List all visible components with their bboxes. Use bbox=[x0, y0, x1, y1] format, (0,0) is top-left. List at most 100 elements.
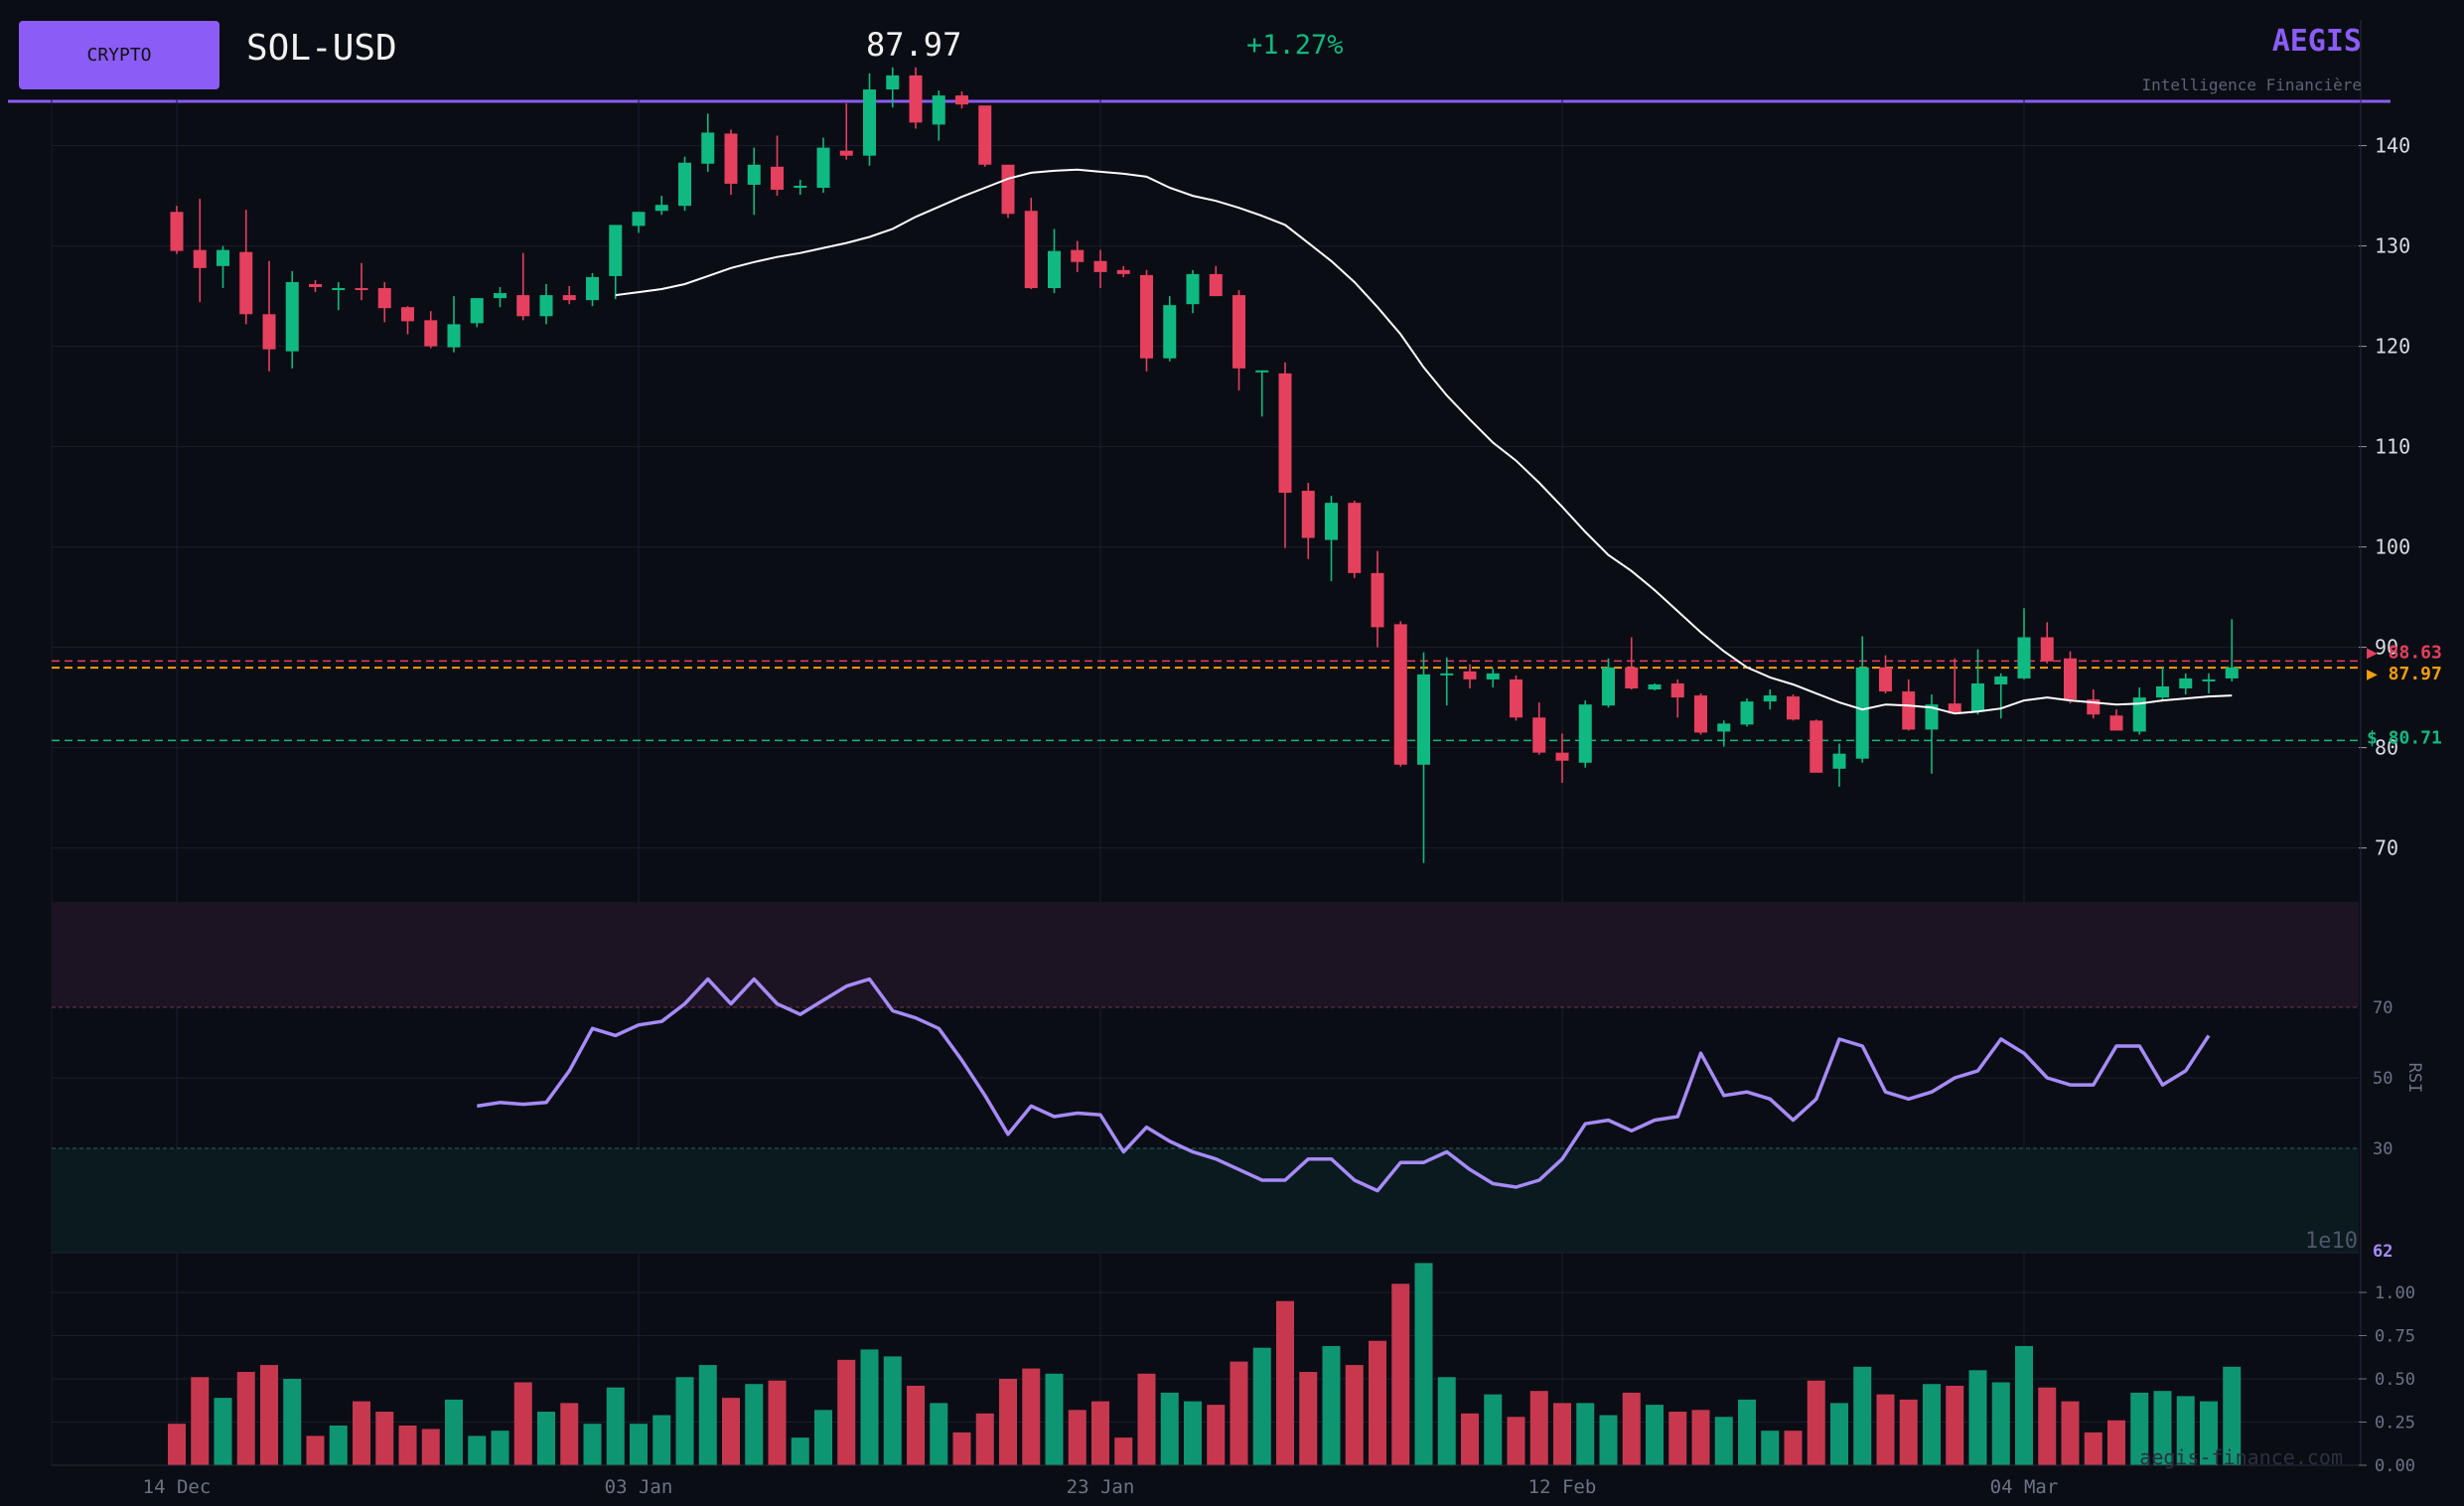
volume-tick-label: 0.50 bbox=[2375, 1370, 2415, 1390]
date-tick-label: 03 Jan bbox=[605, 1476, 673, 1498]
volume-bar bbox=[698, 1365, 717, 1465]
candle-body bbox=[632, 212, 646, 226]
candle-body bbox=[1925, 704, 1939, 730]
candle-body bbox=[816, 147, 830, 189]
volume-bar bbox=[491, 1431, 509, 1465]
volume-bar bbox=[2153, 1391, 2172, 1465]
volume-bar bbox=[2084, 1431, 2102, 1465]
volume-bar bbox=[1369, 1340, 1386, 1465]
volume-bar bbox=[191, 1377, 210, 1465]
candle-body bbox=[239, 251, 253, 315]
price-tick-label: 120 bbox=[2375, 335, 2410, 359]
volume-bar bbox=[1022, 1368, 1041, 1465]
candle-body bbox=[1994, 676, 2008, 684]
volume-bar bbox=[283, 1379, 302, 1465]
volume-bar bbox=[306, 1435, 325, 1465]
candle-body bbox=[1902, 691, 1916, 730]
price-tick-label: 70 bbox=[2375, 836, 2398, 860]
candle-body bbox=[1463, 671, 1477, 679]
last-price-level-label: ▶ 87.97 bbox=[2367, 664, 2442, 684]
volume-bar bbox=[1252, 1347, 1271, 1465]
rsi-axis-label: RSI bbox=[2404, 1063, 2424, 1094]
price-tick-label: 80 bbox=[2375, 736, 2398, 760]
candle-body bbox=[2202, 678, 2216, 681]
price-tick-label: 140 bbox=[2375, 134, 2410, 158]
volume-bar bbox=[1507, 1417, 1525, 1465]
volume-bar bbox=[1761, 1431, 1780, 1465]
volume-bar bbox=[1230, 1361, 1248, 1465]
candle-body bbox=[2017, 637, 2031, 678]
volume-bar bbox=[907, 1385, 925, 1465]
volume-bar bbox=[537, 1412, 555, 1465]
candle-body bbox=[447, 324, 461, 348]
volume-bar bbox=[1738, 1399, 1756, 1465]
volume-bar bbox=[1714, 1417, 1733, 1465]
candle-body bbox=[1602, 667, 1615, 706]
volume-bar bbox=[1923, 1384, 1941, 1465]
volume-tick-label: 0.75 bbox=[2375, 1327, 2415, 1347]
volume-bar bbox=[722, 1398, 740, 1465]
candle-body bbox=[1163, 305, 1177, 359]
candle-body bbox=[1578, 704, 1592, 763]
volume-bar bbox=[1461, 1413, 1479, 1465]
volume-bar bbox=[2200, 1401, 2218, 1465]
candle-body bbox=[932, 95, 945, 125]
candle-body bbox=[332, 288, 346, 291]
candle-body bbox=[1948, 703, 1961, 714]
volume-bar bbox=[1991, 1382, 2010, 1465]
candle-body bbox=[1116, 269, 1130, 274]
candle-body bbox=[863, 89, 876, 156]
candle-body bbox=[1348, 503, 1362, 573]
candle-body bbox=[1417, 674, 1430, 765]
candle-body bbox=[1555, 752, 1569, 761]
date-tick-label: 14 Dec bbox=[143, 1476, 212, 1498]
brand-logo: AEGIS bbox=[2271, 24, 2362, 59]
candle-body bbox=[355, 288, 368, 291]
volume-bar bbox=[745, 1384, 764, 1465]
volume-bar bbox=[1646, 1405, 1664, 1465]
volume-bar bbox=[168, 1424, 186, 1465]
candle-body bbox=[1232, 295, 1245, 369]
candle-body bbox=[516, 295, 530, 317]
price-change: +1.27% bbox=[1246, 30, 1344, 61]
volume-bar bbox=[468, 1435, 487, 1465]
volume-bar bbox=[837, 1359, 856, 1465]
candle-body bbox=[2132, 697, 2146, 732]
volume-bar bbox=[513, 1382, 532, 1465]
candle-body bbox=[562, 295, 576, 301]
candle-body bbox=[377, 288, 391, 309]
candle-body bbox=[401, 307, 414, 322]
candle-body bbox=[424, 320, 438, 347]
volume-scale-label: 1e10 bbox=[2305, 1229, 2358, 1254]
volume-bar bbox=[1207, 1405, 1226, 1465]
rsi-tick-label: 70 bbox=[2373, 998, 2392, 1018]
candle-body bbox=[170, 212, 184, 251]
volume-bar bbox=[999, 1379, 1017, 1465]
candle-body bbox=[1024, 211, 1038, 289]
candle-body bbox=[701, 132, 715, 164]
volume-bar bbox=[1946, 1385, 1964, 1465]
volume-bar bbox=[675, 1377, 694, 1465]
volume-bar bbox=[1160, 1392, 1179, 1465]
volume-bar bbox=[1414, 1263, 1433, 1465]
candle-body bbox=[309, 283, 322, 288]
candle-body bbox=[771, 166, 784, 191]
volume-bar bbox=[2061, 1401, 2080, 1465]
rsi-last-value-label: 62 bbox=[2373, 1242, 2392, 1262]
price-tick-label: 130 bbox=[2375, 234, 2410, 258]
candle-body bbox=[609, 225, 623, 276]
volume-bar bbox=[606, 1387, 625, 1465]
candle-body bbox=[1371, 572, 1384, 628]
volume-bar bbox=[398, 1425, 417, 1465]
candle-body bbox=[2225, 667, 2239, 678]
volume-bar bbox=[883, 1356, 902, 1465]
last-price: 87.97 bbox=[866, 26, 962, 64]
volume-bar bbox=[814, 1410, 832, 1465]
resistance-level-label: ▶ 88.63 bbox=[2367, 642, 2442, 663]
ticker-symbol: SOL-USD bbox=[246, 28, 397, 69]
volume-bar bbox=[1853, 1366, 1872, 1465]
candle-body bbox=[1071, 249, 1085, 262]
price-tick-label: 100 bbox=[2375, 535, 2410, 559]
candle-body bbox=[1186, 273, 1200, 305]
asset-class-badge: CRYPTO bbox=[19, 21, 219, 89]
